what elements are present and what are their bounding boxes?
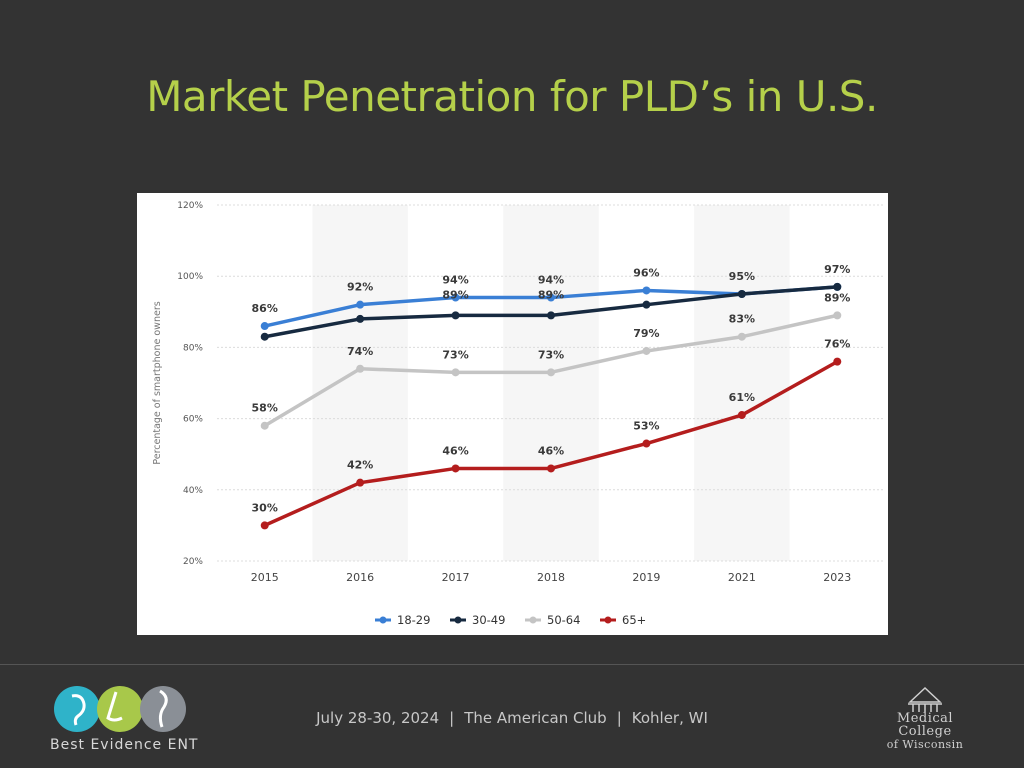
y-tick-label: 40%	[183, 486, 203, 496]
nose-icon	[106, 691, 123, 722]
data-label: 46%	[442, 444, 468, 457]
data-label: 95%	[729, 270, 755, 283]
data-point	[260, 521, 269, 530]
data-point	[451, 311, 460, 320]
data-label: 76%	[824, 338, 850, 351]
data-point	[547, 464, 555, 473]
data-label: 89%	[442, 288, 468, 301]
legend-marker	[379, 616, 387, 624]
x-tick-label: 2019	[632, 571, 660, 584]
mcw-line-1: Medical	[896, 711, 954, 726]
y-tick-label: 60%	[183, 415, 203, 425]
ear-icon	[71, 694, 86, 726]
data-label: 94%	[538, 274, 564, 287]
ear-circle-icon	[54, 686, 100, 732]
y-tick-label: 80%	[183, 343, 203, 353]
data-label: 74%	[347, 345, 373, 358]
data-label: 97%	[824, 263, 850, 276]
best-evidence-ent-logo	[54, 686, 186, 732]
data-label: 73%	[442, 348, 468, 361]
separator: |	[449, 709, 455, 727]
data-label: 92%	[347, 281, 373, 294]
legend-marker	[529, 616, 537, 624]
data-label: 58%	[252, 402, 278, 415]
data-point	[737, 411, 746, 420]
data-point	[833, 357, 842, 366]
logo-caption-main: Best Evidence	[50, 737, 168, 753]
data-point	[356, 364, 365, 373]
y-tick-label: 120%	[177, 201, 203, 211]
data-point	[737, 332, 746, 341]
line-chart: 20% 40% 60% 80% 100% 120% Percentage of smartp…	[137, 193, 888, 635]
legend-marker	[454, 616, 462, 624]
y-tick-label: 100%	[177, 272, 203, 282]
legend-label: 30-49	[472, 613, 505, 627]
x-tick-label: 2018	[537, 571, 565, 584]
data-point	[737, 290, 746, 298]
band-shade	[312, 205, 408, 561]
mcw-wordmark: Medical College of Wisconsin	[868, 712, 982, 751]
event-location: Kohler, WI	[631, 709, 708, 727]
event-venue: The American Club	[464, 709, 607, 727]
chart-svg: 20% 40% 60% 80% 100% 120% Percentage of smartp…	[152, 201, 885, 627]
data-point	[642, 439, 651, 448]
data-point	[547, 293, 555, 302]
event-info: July 28-30, 2024 | The American Club | Kohle…	[0, 709, 1024, 727]
data-point	[642, 346, 651, 355]
data-point	[260, 322, 269, 331]
data-point	[451, 293, 460, 302]
data-point	[833, 282, 842, 291]
legend-marker	[604, 616, 612, 624]
data-label: 61%	[729, 391, 755, 404]
data-point	[547, 311, 555, 320]
data-label: 89%	[538, 288, 564, 301]
footer-divider	[0, 664, 1024, 665]
nose-circle-icon	[97, 686, 143, 732]
separator: |	[616, 709, 622, 727]
legend-label: 65+	[622, 613, 646, 627]
throat-icon	[158, 689, 168, 728]
event-date: July 28-30, 2024	[316, 709, 440, 727]
data-point	[356, 478, 365, 487]
data-label: 30%	[252, 501, 278, 514]
data-label: 89%	[824, 291, 850, 304]
legend-label: 50-64	[547, 613, 580, 627]
slide-title: Market Penetration for PLD’s in U.S.	[146, 72, 878, 121]
x-tick-label: 2023	[823, 571, 851, 584]
data-point	[356, 300, 365, 309]
mcw-line-3: of Wisconsin	[886, 738, 964, 751]
data-point	[451, 368, 460, 377]
data-point	[260, 421, 269, 430]
logo-caption-accent: ENT	[167, 737, 199, 753]
mcw-line-2: College	[898, 724, 952, 739]
y-tick-label: 20%	[183, 557, 203, 567]
band-shade	[503, 205, 599, 561]
data-label: 86%	[252, 302, 278, 315]
x-tick-label: 2017	[442, 571, 470, 584]
book-building-icon	[908, 686, 942, 712]
data-point	[356, 314, 365, 323]
x-tick-label: 2021	[728, 571, 756, 584]
x-tick-label: 2015	[251, 571, 279, 584]
y-axis-label: Percentage of smartphone owners	[152, 301, 163, 464]
data-point	[642, 286, 651, 295]
data-point	[547, 368, 555, 377]
x-tick-label: 2016	[346, 571, 374, 584]
data-label: 83%	[729, 313, 755, 326]
data-label: 42%	[347, 459, 373, 472]
logo-caption: Best Evidence ENT	[50, 737, 198, 753]
data-point	[451, 464, 460, 473]
data-point	[833, 311, 842, 320]
data-label: 96%	[633, 266, 659, 279]
data-label: 73%	[538, 348, 564, 361]
medical-college-of-wisconsin-logo	[908, 686, 942, 712]
data-label: 53%	[633, 420, 659, 433]
data-point	[642, 300, 651, 309]
data-label: 79%	[633, 327, 659, 340]
legend-label: 18-29	[397, 613, 430, 627]
data-label: 46%	[538, 444, 564, 457]
band-shade	[694, 205, 790, 561]
data-point	[260, 332, 269, 341]
data-label: 94%	[442, 274, 468, 287]
